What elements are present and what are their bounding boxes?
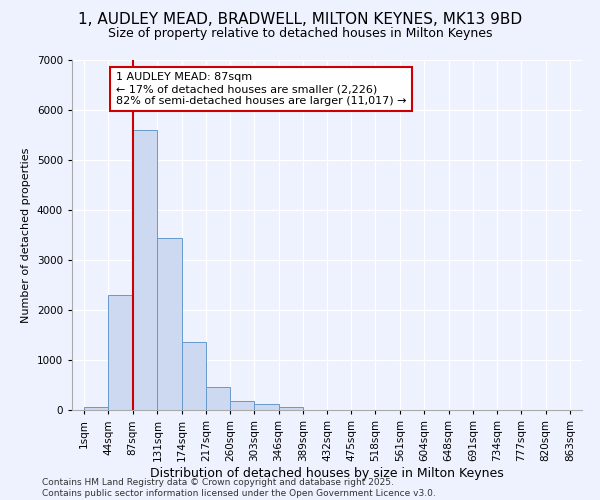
X-axis label: Distribution of detached houses by size in Milton Keynes: Distribution of detached houses by size … [150, 466, 504, 479]
Bar [182, 342, 206, 410]
Bar [84, 407, 109, 410]
Text: Size of property relative to detached houses in Milton Keynes: Size of property relative to detached ho… [108, 28, 492, 40]
Bar [157, 238, 182, 410]
Text: 1, AUDLEY MEAD, BRADWELL, MILTON KEYNES, MK13 9BD: 1, AUDLEY MEAD, BRADWELL, MILTON KEYNES,… [78, 12, 522, 28]
Y-axis label: Number of detached properties: Number of detached properties [21, 148, 31, 322]
Text: 1 AUDLEY MEAD: 87sqm
← 17% of detached houses are smaller (2,226)
82% of semi-de: 1 AUDLEY MEAD: 87sqm ← 17% of detached h… [116, 72, 407, 106]
Bar [230, 401, 254, 410]
Bar [206, 387, 230, 410]
Bar [254, 404, 278, 410]
Bar [133, 130, 157, 410]
Text: Contains HM Land Registry data © Crown copyright and database right 2025.
Contai: Contains HM Land Registry data © Crown c… [42, 478, 436, 498]
Bar [109, 295, 133, 410]
Bar [278, 407, 303, 410]
